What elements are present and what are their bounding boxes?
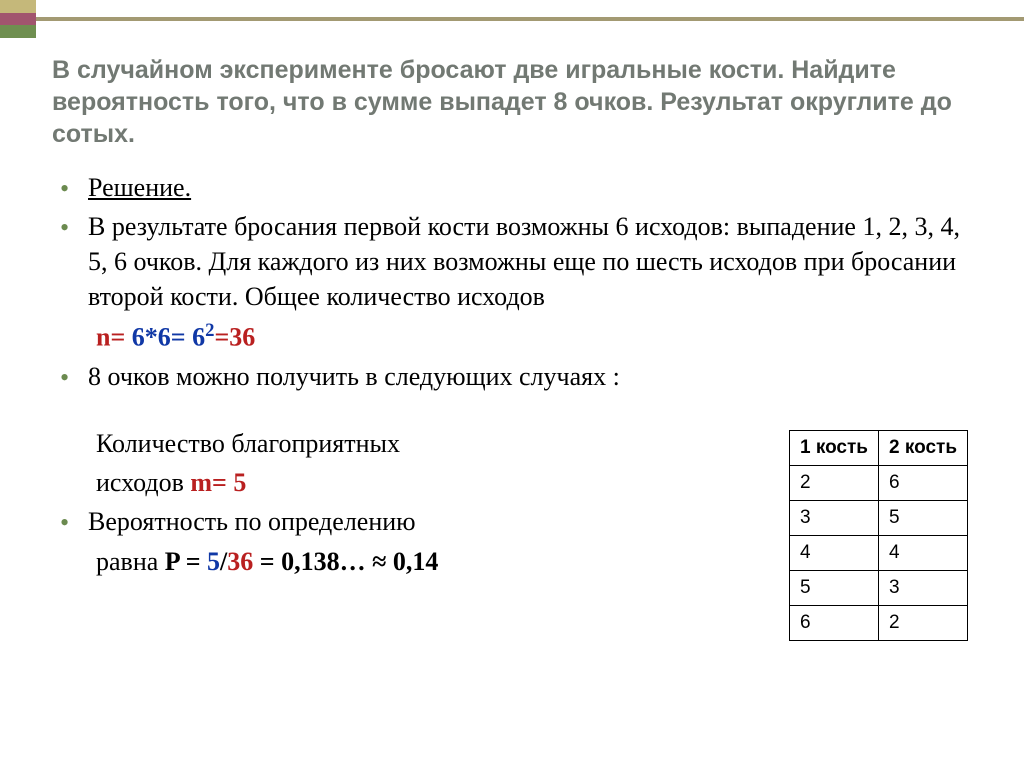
outcomes-table: 1 кость 2 кость 2 6 3 5 4 4 5 3 6 2 [789, 430, 968, 641]
cell: 5 [878, 501, 967, 536]
col-header-die1: 1 кость [789, 431, 878, 466]
cell: 2 [878, 606, 967, 641]
col-header-die2: 2 кость [878, 431, 967, 466]
prob-rest: = 0,138… ≈ 0,14 [253, 547, 438, 576]
cell: 4 [789, 536, 878, 571]
cell: 3 [789, 501, 878, 536]
accent-seg-2 [0, 13, 36, 26]
table-header-row: 1 кость 2 кость [789, 431, 967, 466]
spacer [56, 398, 968, 426]
table-row: 4 4 [789, 536, 967, 571]
table-row: 6 2 [789, 606, 967, 641]
table-row: 2 6 [789, 466, 967, 501]
prob-P: P = [165, 547, 207, 576]
bullet-list-2: 8 очков можно получить в следующих случа… [56, 359, 968, 394]
prob-num: 5 [207, 547, 220, 576]
n-base: 6 [192, 323, 205, 352]
fav-m: m= 5 [190, 468, 246, 497]
table-row: 3 5 [789, 501, 967, 536]
cell: 2 [789, 466, 878, 501]
formula-outcomes: n= 6*6= 62=36 [56, 318, 968, 355]
cell: 6 [789, 606, 878, 641]
cell: 5 [789, 571, 878, 606]
cell: 4 [878, 536, 967, 571]
prob-prefix: равна [96, 547, 165, 576]
n-equals: =36 [214, 323, 255, 352]
solution-heading: Решение. [56, 170, 968, 205]
cell: 6 [878, 466, 967, 501]
cell: 3 [878, 571, 967, 606]
slide-title: В случайном эксперименте бросают две игр… [52, 54, 972, 150]
accent-seg-3 [0, 25, 36, 38]
prob-den: 36 [227, 547, 253, 576]
slide: В случайном эксперименте бросают две игр… [0, 0, 1024, 767]
solution-label: Решение. [88, 173, 191, 202]
table-row: 5 3 [789, 571, 967, 606]
n-mult: 6*6= [132, 323, 192, 352]
n-prefix: n= [96, 323, 132, 352]
paragraph-1: В результате бросания первой кости возмо… [56, 209, 968, 314]
bullet-list: Решение. В результате бросания первой ко… [56, 170, 968, 314]
fav-line2-prefix: исходов [96, 468, 190, 497]
accent-bar [0, 0, 36, 38]
accent-seg-1 [0, 0, 36, 13]
top-rule [36, 17, 1024, 21]
paragraph-2: 8 очков можно получить в следующих случа… [56, 359, 968, 394]
